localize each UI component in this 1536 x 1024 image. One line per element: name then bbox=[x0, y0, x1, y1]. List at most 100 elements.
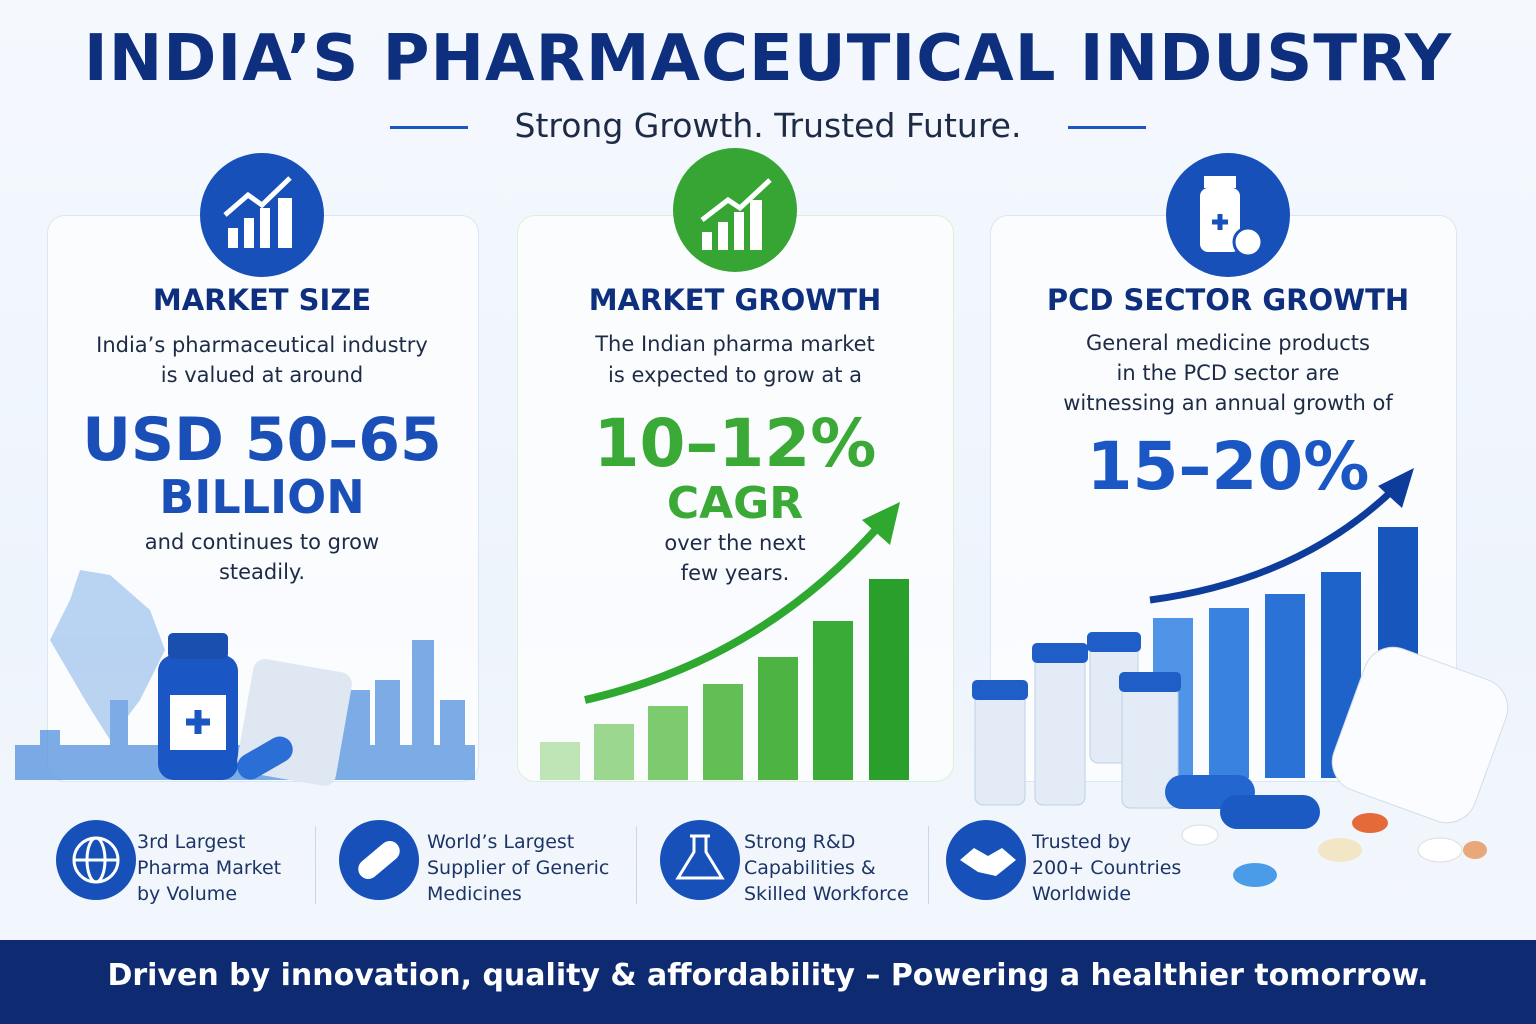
vials-shape bbox=[1233, 863, 1277, 887]
card-text: is valued at around bbox=[160, 363, 364, 387]
card-highlight: BILLION bbox=[159, 470, 365, 524]
card-heading: MARKET GROWTH bbox=[588, 283, 882, 317]
icon-shape bbox=[228, 228, 238, 248]
feature-text: Supplier of Generic bbox=[427, 857, 610, 879]
icon-shape bbox=[260, 208, 270, 248]
card-note: over the next bbox=[664, 531, 806, 555]
card-highlight: 10–12% bbox=[593, 405, 877, 482]
growth-bars-shape bbox=[703, 684, 743, 780]
icon-shape bbox=[1204, 176, 1236, 188]
card-highlight: CAGR bbox=[666, 478, 804, 529]
vials-shape bbox=[1181, 824, 1219, 846]
vials-shape bbox=[1032, 643, 1088, 663]
feature-text: Pharma Market bbox=[137, 857, 282, 879]
feature-icons-shape bbox=[675, 834, 725, 880]
divider bbox=[928, 826, 929, 904]
vials-shape bbox=[1352, 813, 1388, 833]
skyline-shape bbox=[40, 730, 60, 750]
card-text: India’s pharmaceutical industry bbox=[96, 333, 428, 357]
skyline-shape bbox=[50, 570, 165, 740]
icon bbox=[200, 148, 1290, 277]
icon-shape bbox=[278, 198, 292, 248]
icon-shape bbox=[673, 148, 797, 272]
growth-bars-shape bbox=[648, 706, 688, 780]
vials-shape bbox=[1463, 841, 1487, 859]
feature-text: 3rd Largest bbox=[137, 831, 246, 853]
footer: Driven by innovation, quality & affordab… bbox=[107, 958, 1429, 993]
card-note: few years. bbox=[680, 561, 790, 585]
feature-text: Worldwide bbox=[1032, 883, 1132, 905]
feature-text: Medicines bbox=[427, 883, 522, 905]
growth-bars-shape bbox=[813, 621, 853, 780]
growth-bars-shape bbox=[1378, 468, 1414, 508]
bottle-shape bbox=[168, 633, 228, 659]
rule bbox=[1068, 126, 1146, 129]
feature-text: Skilled Workforce bbox=[744, 883, 909, 905]
icon-shape bbox=[702, 232, 712, 250]
growth-bars-shape bbox=[758, 657, 798, 780]
icon-shape bbox=[718, 222, 728, 250]
feature-text: Strong R&D bbox=[744, 831, 856, 853]
feature-text: 200+ Countries bbox=[1032, 857, 1182, 879]
card-text: The Indian pharma market bbox=[595, 332, 875, 356]
card-heading: MARKET SIZE bbox=[152, 283, 372, 317]
growth-bars-shape bbox=[1209, 608, 1249, 778]
card-highlight: USD 50–65 bbox=[82, 405, 442, 475]
skyline-shape bbox=[110, 700, 128, 750]
skyline-shape bbox=[412, 640, 434, 750]
vials bbox=[972, 632, 1509, 887]
card-text: witnessing an annual growth of bbox=[1063, 391, 1393, 415]
vials-shape bbox=[1119, 672, 1181, 692]
divider bbox=[636, 826, 637, 904]
title: INDIA’S PHARMACEUTICAL INDUSTRY bbox=[83, 22, 1453, 96]
feature-icons bbox=[56, 820, 1026, 900]
feature-text: World’s Largest bbox=[427, 831, 575, 853]
vials-shape bbox=[1220, 795, 1320, 829]
icon-shape bbox=[1212, 214, 1228, 230]
bottle-shape bbox=[237, 736, 293, 780]
feature-icons-shape bbox=[660, 820, 740, 900]
growth-bars-shape bbox=[869, 579, 909, 780]
icon-shape bbox=[734, 212, 744, 250]
card-highlight: 15–20% bbox=[1086, 428, 1370, 505]
card-text: General medicine products bbox=[1086, 331, 1370, 355]
vials-shape bbox=[972, 680, 1028, 700]
bottle bbox=[158, 633, 352, 786]
bottle-shape bbox=[186, 710, 210, 734]
footer-band bbox=[0, 940, 1536, 1024]
feature-text: by Volume bbox=[137, 883, 238, 905]
growth-bars-shape bbox=[594, 724, 634, 780]
vials-shape bbox=[1417, 837, 1463, 863]
icon-shape bbox=[223, 176, 292, 217]
growth-bars-shape bbox=[862, 502, 900, 545]
vials-shape bbox=[1034, 654, 1086, 806]
card-note: and continues to grow bbox=[144, 530, 380, 554]
skyline-shape bbox=[375, 680, 400, 750]
feature-icons-shape bbox=[960, 848, 1016, 876]
rule bbox=[390, 126, 468, 129]
subtitle: Strong Growth. Trusted Future. bbox=[514, 106, 1022, 145]
card-note: steadily. bbox=[218, 560, 306, 584]
icon-shape bbox=[1232, 226, 1264, 258]
growth-bars-shape bbox=[1265, 594, 1305, 778]
vials-shape bbox=[1318, 838, 1362, 862]
feature-text: Trusted by bbox=[1032, 831, 1132, 853]
feature-text: Capabilities & bbox=[744, 857, 876, 879]
vials-shape bbox=[1087, 632, 1141, 652]
feature-icons-shape bbox=[358, 841, 400, 879]
vials-shape bbox=[1331, 646, 1509, 824]
card-text: in the PCD sector are bbox=[1116, 361, 1340, 385]
skyline-shape bbox=[440, 700, 465, 750]
icon-shape bbox=[700, 178, 772, 222]
icon-shape bbox=[244, 218, 254, 248]
card-text: is expected to grow at a bbox=[608, 363, 862, 387]
icon-shape bbox=[750, 200, 762, 250]
divider bbox=[315, 826, 316, 904]
vials-shape bbox=[974, 689, 1026, 806]
growth-bars-shape bbox=[1149, 485, 1398, 604]
growth-bars-shape bbox=[540, 742, 580, 780]
growth-bars-shape bbox=[584, 522, 883, 704]
card-heading: PCD SECTOR GROWTH bbox=[1046, 283, 1410, 317]
